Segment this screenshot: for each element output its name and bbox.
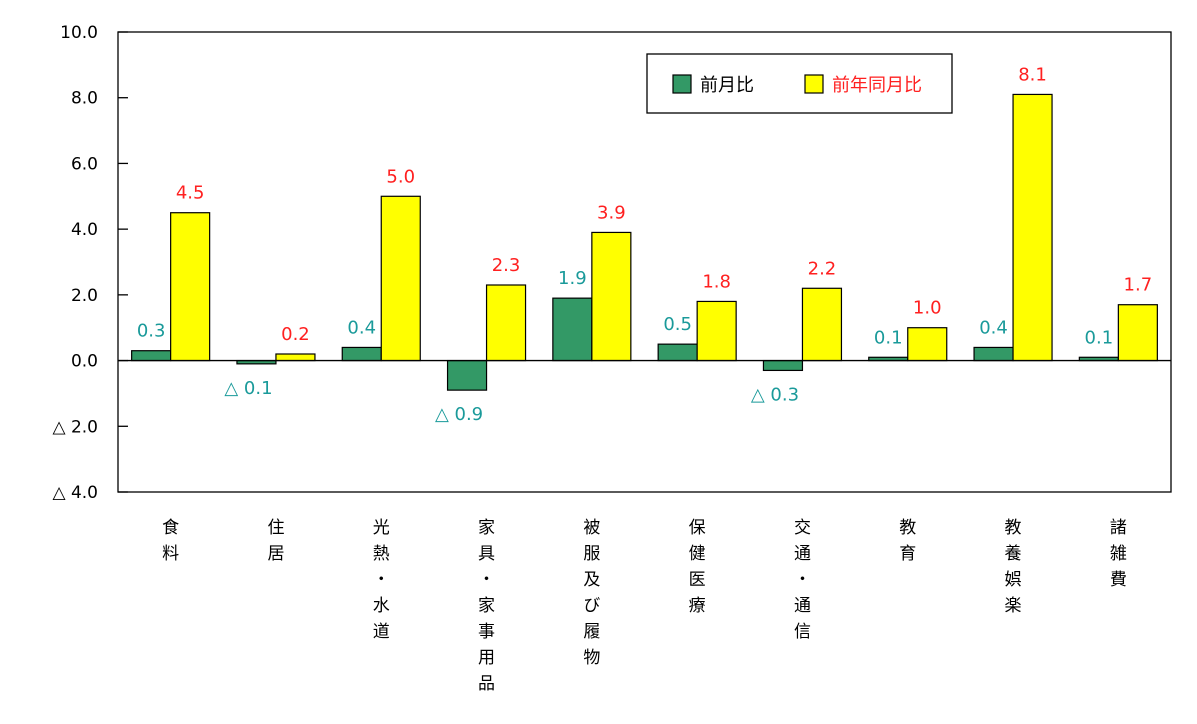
bar-mom [341,346,382,362]
bar-yoy [1117,304,1158,362]
data-label-yoy: 1.0 [913,298,942,319]
bar-yoy [275,353,316,362]
y-tick-label: 6.0 [71,154,98,174]
data-label-yoy: 1.8 [702,271,731,292]
data-label-mom: 0.1 [874,327,903,348]
bar-mom [762,359,804,372]
y-tick-label: 0.0 [71,352,98,372]
bar-mom [973,346,1014,362]
y-tick-label: 4.0 [71,220,98,240]
bar-mom [552,297,593,362]
data-label-yoy: 2.3 [492,255,521,276]
x-tick-label: 教育 [895,518,916,570]
data-label-mom: 0.4 [979,317,1008,338]
data-label-yoy: 5.0 [386,166,415,187]
data-label-yoy: 2.2 [808,258,837,279]
legend-swatch-yoy [804,74,824,94]
bar-yoy [380,195,421,362]
y-tick-label: △ 4.0 [52,483,98,503]
data-label-yoy: 8.1 [1018,64,1047,85]
data-label-mom: 0.3 [137,321,166,342]
data-label-mom: △ 0.3 [751,384,799,405]
legend-label-mom: 前月比 [700,75,754,96]
y-tick-label: 10.0 [60,23,98,43]
data-label-mom: △ 0.9 [435,404,483,425]
x-tick-label: 食料 [158,518,179,570]
data-label-mom: 1.9 [558,268,587,289]
data-label-yoy: 4.5 [176,183,205,204]
legend-swatch-mom [672,74,692,94]
data-label-yoy: 1.7 [1124,275,1153,296]
x-tick-label: 交通・通信 [789,518,810,648]
x-tick-label: 被服及び履物 [579,518,600,674]
bar-yoy [170,212,211,362]
x-tick-label: 光熱・水道 [368,518,389,648]
data-label-mom: 0.4 [347,317,376,338]
data-label-mom: 0.1 [1085,327,1114,348]
data-label-mom: △ 0.1 [224,378,272,399]
x-tick-label: 保健医療 [684,518,705,622]
data-label-yoy: 3.9 [597,202,626,223]
legend-label-yoy: 前年同月比 [832,75,922,96]
bar-yoy [696,300,737,362]
y-tick-label: 8.0 [71,89,98,109]
bar-yoy [591,231,632,362]
legend [646,53,953,114]
bar-mom [131,350,172,362]
bar-mom [657,343,698,362]
bar-yoy [907,327,948,362]
x-tick-label: 諸雑費 [1105,518,1126,596]
data-label-mom: 0.5 [663,314,692,335]
y-tick-label: △ 2.0 [52,417,98,437]
bar-mom [446,359,488,391]
data-label-yoy: 0.2 [281,324,310,345]
bar-yoy [1012,93,1053,362]
bar-yoy [801,287,843,362]
y-tick-label: 2.0 [71,286,98,306]
plot-area [117,31,1172,493]
x-tick-label: 教養娯楽 [1000,518,1021,622]
bar-yoy [485,284,527,362]
x-tick-label: 家具・家事用品 [474,518,495,700]
x-tick-label: 住居 [263,518,284,570]
